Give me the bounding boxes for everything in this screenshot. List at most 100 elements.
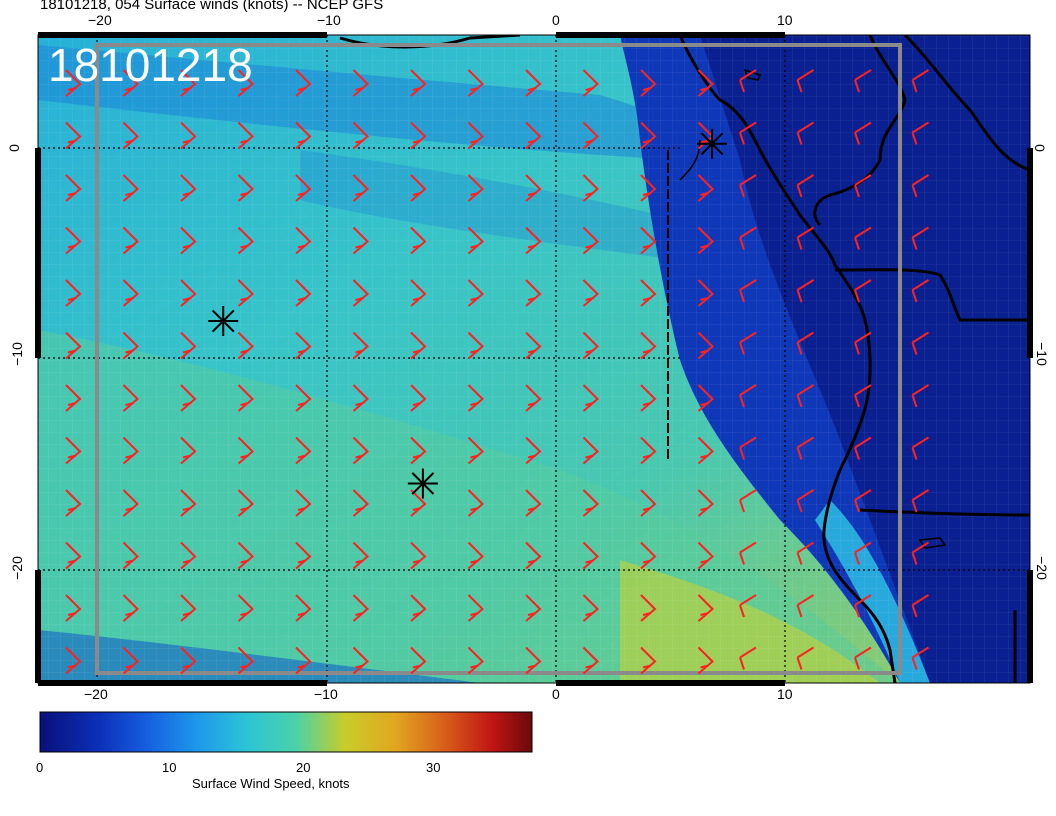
wind-barb: [467, 331, 484, 360]
wind-barb: [739, 541, 757, 565]
wind-barb: [911, 69, 930, 93]
wind-barb: [525, 541, 542, 570]
wind-barb: [640, 541, 657, 570]
wind-barb: [640, 489, 657, 517]
wind-barb: [295, 121, 312, 150]
wind-barb: [122, 69, 139, 97]
wind-barb: [467, 646, 484, 675]
wind-barb: [410, 121, 427, 150]
wind-barb: [180, 384, 197, 412]
wind-barb: [911, 594, 930, 618]
wind-barb: [352, 174, 369, 202]
lat-tick-right-3: −20: [1033, 556, 1050, 580]
wind-barb: [640, 279, 657, 307]
wind-barb: [122, 384, 139, 412]
wind-barb: [467, 69, 484, 97]
wind-barb: [525, 646, 542, 675]
wind-barb: [697, 226, 714, 255]
wind-barb: [739, 384, 757, 408]
wind-barb: [180, 69, 197, 97]
wind-barb: [467, 226, 484, 255]
wind-barb: [640, 69, 657, 97]
wind-barb: [65, 226, 82, 255]
wind-barb: [122, 121, 139, 150]
wind-barb: [582, 69, 599, 97]
wind-barb: [739, 489, 757, 513]
wind-barb: [854, 279, 872, 303]
wind-barb: [65, 279, 82, 307]
wind-barb: [582, 174, 599, 202]
wind-barb: [854, 541, 872, 565]
wind-barb: [525, 174, 542, 202]
wind-barb: [697, 174, 714, 202]
wind-barb: [739, 594, 757, 618]
lon-tick-bottom-3: 0: [552, 686, 560, 702]
wind-barb: [739, 174, 757, 198]
wind-barb: [854, 384, 872, 408]
wind-barb: [295, 69, 312, 97]
wind-barb: [352, 331, 369, 360]
wind-barb: [640, 384, 657, 412]
wind-barb: [295, 541, 312, 570]
wind-barb: [65, 331, 82, 360]
wind-barb: [65, 121, 82, 150]
wind-barb: [180, 279, 197, 307]
lat-tick-left-2: −10: [8, 342, 25, 366]
wind-barb: [122, 226, 139, 255]
wind-barb: [697, 541, 714, 570]
lat-tick-right-1: 0: [1031, 144, 1048, 152]
wind-barb: [640, 594, 657, 622]
wind-barb: [180, 174, 197, 202]
wind-barb: [65, 489, 82, 517]
wind-barb: [911, 279, 930, 303]
wind-barb: [237, 279, 254, 307]
wind-barb: [180, 646, 197, 675]
chart-title: 18101218, 054 Surface winds (knots) -- N…: [40, 0, 384, 13]
wind-barb: [352, 541, 369, 570]
wind-barb: [697, 384, 714, 412]
wind-barb: [911, 121, 930, 145]
wind-barb: [640, 646, 657, 675]
wind-barb: [911, 226, 930, 250]
wind-barb: [65, 646, 82, 675]
wind-barb: [295, 226, 312, 255]
wind-barb: [582, 226, 599, 255]
wind-barb: [122, 331, 139, 360]
wind-barb: [854, 646, 872, 670]
wind-barb: [525, 436, 542, 465]
wind-barbs: [65, 69, 930, 675]
wind-barb: [237, 646, 254, 675]
wind-barb: [697, 646, 714, 675]
wind-barb: [65, 174, 82, 202]
wind-barb: [65, 594, 82, 622]
wind-barb: [237, 174, 254, 202]
wind-barb: [911, 489, 930, 513]
wind-barb: [180, 436, 197, 465]
wind-barb: [697, 331, 714, 360]
wind-barb: [582, 331, 599, 360]
wind-barb: [352, 594, 369, 622]
wind-barb: [854, 174, 872, 198]
wind-barb: [697, 489, 714, 517]
wind-barb: [640, 226, 657, 255]
wind-barb: [295, 646, 312, 675]
wind-barb: [180, 121, 197, 150]
wind-barb: [697, 69, 714, 97]
wind-barb: [410, 436, 427, 465]
wind-barb: [796, 541, 815, 565]
lon-tick-bottom-1: −20: [84, 686, 108, 702]
wind-barb: [525, 384, 542, 412]
wind-barb: [525, 594, 542, 622]
wind-barb: [640, 121, 657, 150]
wind-barb: [295, 384, 312, 412]
wind-barb: [582, 541, 599, 570]
wind-barb: [410, 489, 427, 517]
wind-barb: [295, 594, 312, 622]
lon-tick-bottom-4: 10: [777, 686, 793, 702]
wind-barb: [237, 594, 254, 622]
wind-barb: [65, 436, 82, 465]
wind-barb: [525, 226, 542, 255]
wind-barb: [65, 384, 82, 412]
wind-barb: [122, 174, 139, 202]
wind-barb: [582, 279, 599, 307]
